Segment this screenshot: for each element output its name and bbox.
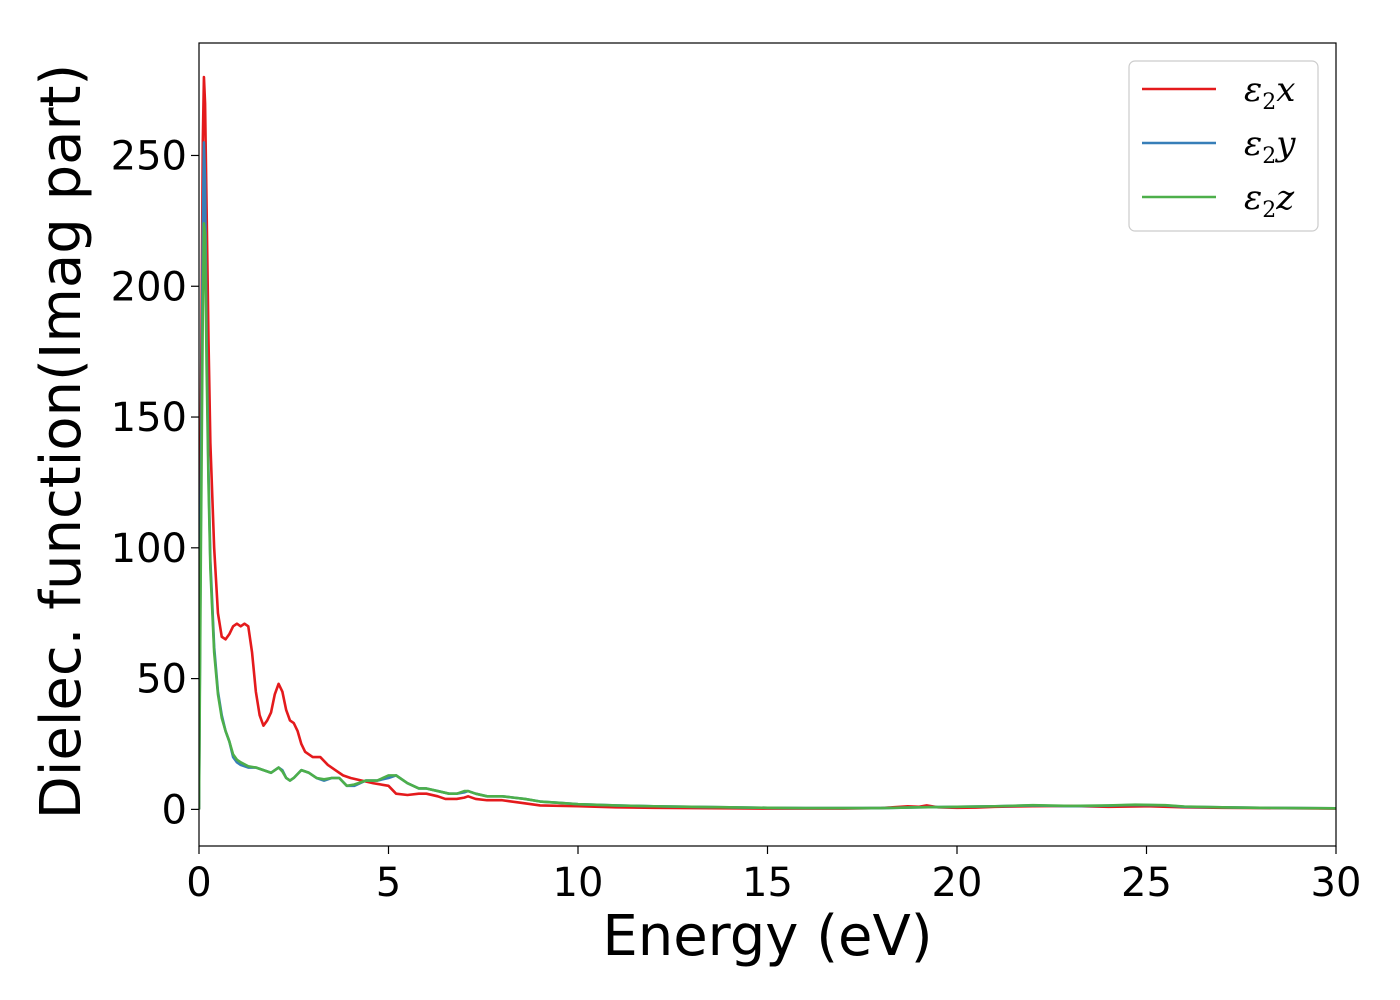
y-tick-label: 100	[111, 526, 187, 572]
x-tick-label: 30	[1311, 860, 1362, 906]
legend-variable: z	[1275, 178, 1295, 218]
series-line-z	[199, 222, 1336, 810]
x-tick-label: 0	[186, 860, 211, 906]
legend-epsilon: ε	[1244, 178, 1262, 218]
y-tick-label: 0	[162, 787, 187, 833]
legend-box	[1128, 60, 1319, 232]
legend-subscript: 2	[1262, 90, 1276, 115]
y-tick-label: 250	[111, 133, 187, 179]
legend-epsilon: ε	[1244, 70, 1262, 110]
x-tick-label: 15	[742, 860, 793, 906]
x-tick-label: 25	[1121, 860, 1172, 906]
legend-label-x: ε2x	[1244, 70, 1295, 115]
x-tick-label: 5	[376, 860, 401, 906]
legend-subscript: 2	[1262, 198, 1276, 223]
x-axis-ticks: 0 5 10 15 20 25 30	[186, 846, 1361, 906]
x-tick-label: 10	[553, 860, 604, 906]
legend-variable: y	[1274, 124, 1296, 164]
y-axis-ticks: 0 50 100 150 200 250	[111, 133, 199, 833]
y-tick-label: 150	[111, 395, 187, 441]
series-layer	[199, 75, 1336, 810]
legend-epsilon: ε	[1244, 124, 1262, 164]
legend-label-y: ε2y	[1244, 124, 1296, 169]
x-tick-label: 20	[932, 860, 983, 906]
legend-variable: x	[1276, 70, 1295, 110]
y-tick-label: 200	[111, 264, 187, 310]
legend-subscript: 2	[1262, 144, 1276, 169]
x-axis-label: Energy (eV)	[602, 904, 932, 969]
legend-label-z: ε2z	[1244, 178, 1295, 223]
y-tick-label: 50	[136, 657, 187, 703]
y-axis-label: Dielec. function(Imag part)	[29, 64, 94, 820]
